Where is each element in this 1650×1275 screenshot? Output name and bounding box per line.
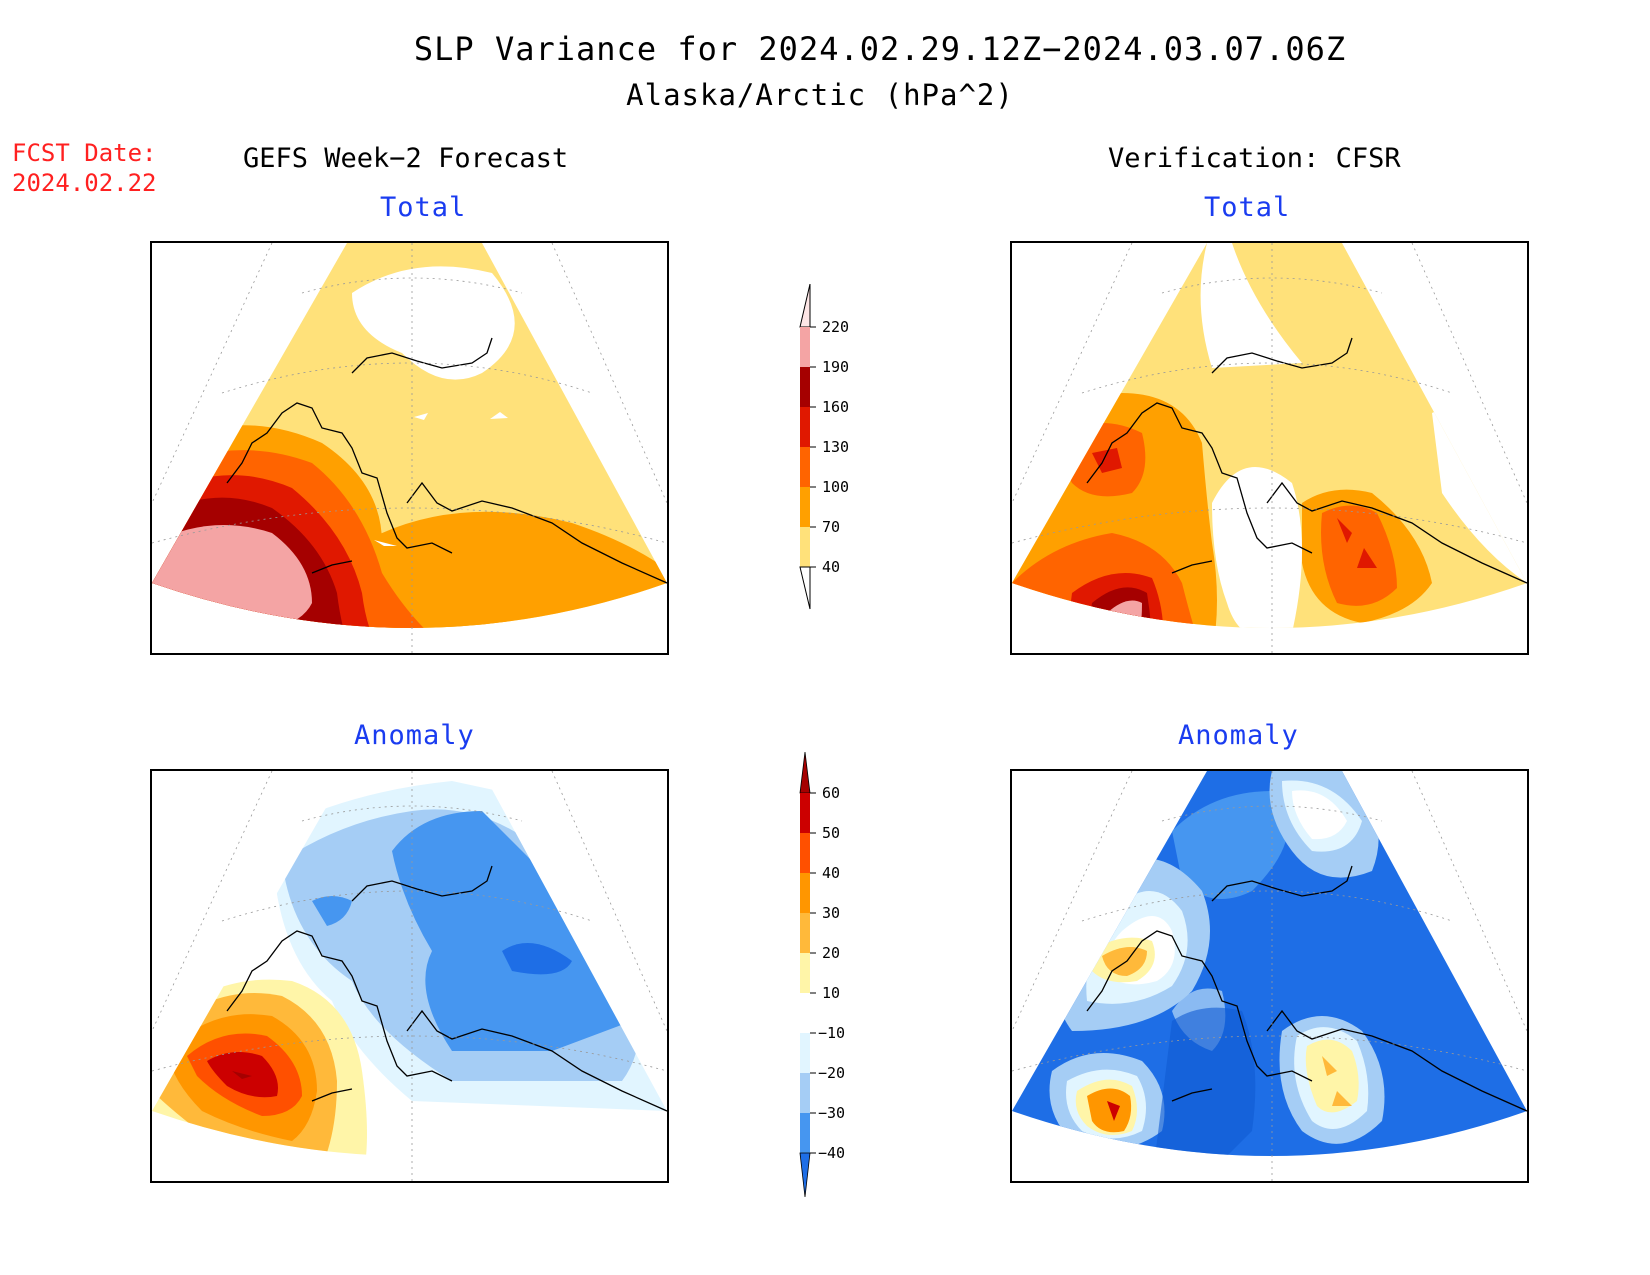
panel-title-cfsr-total: Total [1204,192,1291,223]
colorbar-total-label-100: 100 [822,478,850,496]
colorbar-anomaly-label-30: 30 [822,904,841,922]
map-panel-cfsr-total [1010,241,1529,655]
colorbar-anomaly-label-40: 40 [822,864,841,882]
colorbar-anomaly-svg [799,751,816,1198]
panel-title-cfsr-anomaly: Anomaly [1178,720,1299,751]
colorbar-anomaly-swatch-50-60 [800,793,810,833]
colorbar-anomaly-label-10: 10 [822,984,841,1002]
panel-title-gefs-total: Total [380,192,467,223]
colorbar-anomaly-label-minus30: −30 [818,1104,846,1122]
colorbar-total-label-70: 70 [822,518,841,536]
colorbar-anomaly-swatch-10-20 [800,953,810,993]
colorbar-anomaly-label-minus40: −40 [818,1144,846,1162]
colorbar-total-label-40: 40 [822,558,841,576]
colorbar-total: 220 190 160 130 100 70 40 [798,283,878,618]
colorbar-anomaly-swatch-minus20-minus10 [800,1033,810,1073]
map-panel-cfsr-anomaly [1010,769,1529,1183]
colorbar-total-swatch-100-130 [800,447,810,487]
colorbar-total-label-160: 160 [822,398,850,416]
column-header-cfsr: Verification: CFSR [1108,143,1401,174]
map-panel-gefs-anomaly [150,769,669,1183]
colorbar-anomaly-label-50: 50 [822,824,841,842]
map-title: SLP Variance for 2024.02.29.12Z−2024.03.… [413,30,1347,68]
colorbar-total-swatch-40-70 [800,527,810,567]
colorbar-total-swatch-190-220 [800,327,810,367]
colorbar-anomaly-swatch-minus10-10 [800,993,810,1033]
colorbar-total-svg [799,283,816,610]
forecast-date-label: FCST Date: [12,139,157,167]
map-panel-gefs-total [150,241,669,655]
forecast-date-value: 2024.02.22 [12,169,157,197]
colorbar-anomaly-swatch-minus40-minus30 [800,1113,810,1153]
column-header-gefs: GEFS Week−2 Forecast [243,143,569,174]
colorbar-total-swatch-70-100 [800,487,810,527]
colorbar-anomaly-label-minus20: −20 [818,1064,846,1082]
colorbar-anomaly-label-minus10: −10 [818,1024,846,1042]
colorbar-total-label-190: 190 [822,358,850,376]
colorbar-anomaly-swatch-30-40 [800,873,810,913]
colorbar-anomaly: 60 50 40 30 20 10 −10 −20 −30 −40 [798,751,878,1206]
colorbar-anomaly-swatch-20-30 [800,913,810,953]
colorbar-total-swatch-160-190 [800,367,810,407]
colorbar-anomaly-label-20: 20 [822,944,841,962]
colorbar-total-swatch-130-160 [800,407,810,447]
colorbar-total-label-130: 130 [822,438,850,456]
colorbar-anomaly-swatch-40-50 [800,833,810,873]
colorbar-anomaly-label-60: 60 [822,784,841,802]
map-subtitle: Alaska/Arctic (hPa^2) [626,78,1014,112]
colorbar-anomaly-swatch-minus30-minus20 [800,1073,810,1113]
panel-title-gefs-anomaly: Anomaly [354,720,475,751]
forecast-date: FCST Date: 2024.02.22 [12,138,157,198]
colorbar-total-label-220: 220 [822,318,850,336]
